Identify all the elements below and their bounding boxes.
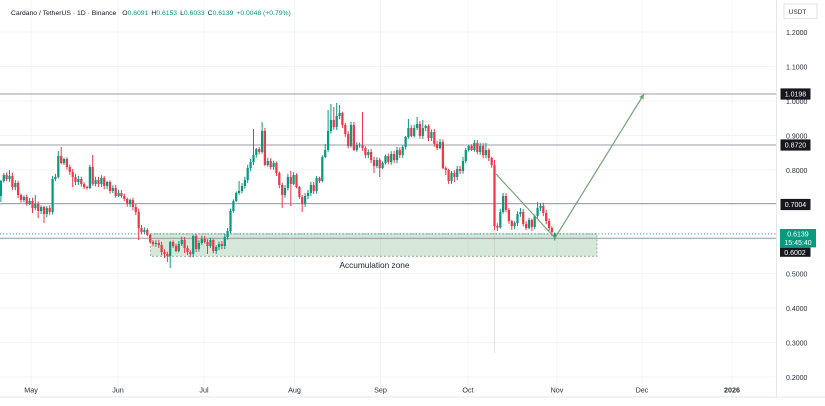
svg-text:May: May [24, 386, 38, 395]
svg-text:USDT: USDT [789, 9, 807, 16]
svg-text:0.9000: 0.9000 [786, 133, 808, 140]
svg-text:Jun: Jun [112, 386, 124, 395]
svg-text:0.5000: 0.5000 [786, 271, 808, 278]
svg-text:Accumulation zone: Accumulation zone [339, 260, 409, 270]
svg-text:2026: 2026 [724, 386, 740, 395]
svg-text:Oct: Oct [462, 386, 473, 395]
svg-text:1.0198: 1.0198 [785, 92, 807, 99]
svg-text:Jul: Jul [199, 386, 209, 395]
svg-text:0.8720: 0.8720 [785, 143, 807, 150]
svg-text:1.2000: 1.2000 [786, 30, 808, 37]
svg-text:1.0000: 1.0000 [786, 99, 808, 106]
svg-text:0.7004: 0.7004 [785, 202, 807, 209]
svg-text:0.2000: 0.2000 [786, 375, 808, 382]
svg-text:0.4000: 0.4000 [786, 306, 808, 313]
svg-text:Sep: Sep [374, 386, 387, 395]
svg-text:Dec: Dec [636, 386, 649, 395]
svg-text:Aug: Aug [288, 386, 301, 395]
svg-text:0.3000: 0.3000 [786, 340, 808, 347]
svg-text:0.8000: 0.8000 [786, 168, 808, 175]
svg-text:Cardano / TetherUS · 1D · Bina: Cardano / TetherUS · 1D · Binance O0.6091… [11, 10, 291, 17]
svg-text:Nov: Nov [551, 386, 564, 395]
svg-text:1.1000: 1.1000 [786, 64, 808, 71]
svg-text:0.6139: 0.6139 [787, 232, 809, 239]
svg-text:15:45:40: 15:45:40 [784, 240, 811, 247]
svg-text:0.6002: 0.6002 [784, 250, 806, 257]
